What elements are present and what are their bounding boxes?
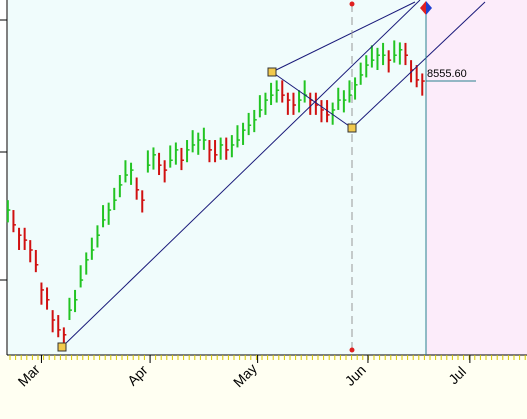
bars xyxy=(6,40,425,350)
cursor-dot xyxy=(349,1,355,7)
today-marker[interactable] xyxy=(420,1,426,15)
last-price-label: 8555.60 xyxy=(427,68,467,80)
drawings xyxy=(61,0,486,350)
anchor[interactable] xyxy=(267,67,277,77)
x-axis-area xyxy=(0,355,527,419)
anchor[interactable] xyxy=(347,123,357,133)
plot-area xyxy=(8,0,426,355)
today-marker[interactable] xyxy=(426,1,432,15)
anchor[interactable] xyxy=(57,342,67,352)
channel-line xyxy=(271,71,353,129)
channel-line xyxy=(271,1,416,73)
future-area xyxy=(426,0,527,355)
channel-line xyxy=(351,1,486,129)
cursor-dot xyxy=(349,347,355,353)
trend-line xyxy=(61,0,421,348)
